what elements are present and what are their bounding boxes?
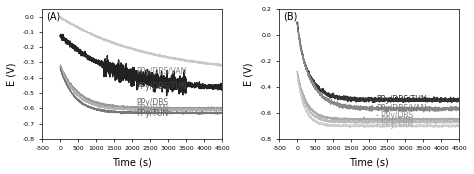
Text: - PPy/DBS: - PPy/DBS bbox=[376, 111, 414, 120]
Y-axis label: E (V): E (V) bbox=[244, 62, 254, 86]
Text: PPy/DBS: PPy/DBS bbox=[136, 98, 168, 107]
Text: PPy/DBS/VAN: PPy/DBS/VAN bbox=[136, 67, 186, 76]
Text: PPy/DBS/TUN: PPy/DBS/TUN bbox=[376, 95, 427, 104]
Y-axis label: E (V): E (V) bbox=[7, 62, 17, 86]
Text: - PPy/TUN: - PPy/TUN bbox=[376, 116, 414, 125]
Text: (B): (B) bbox=[283, 11, 297, 22]
Text: - PPy/VAN: - PPy/VAN bbox=[376, 120, 414, 129]
Text: PPy/TUN: PPy/TUN bbox=[136, 109, 168, 118]
X-axis label: Time (s): Time (s) bbox=[112, 157, 152, 167]
Text: PPy/VAN: PPy/VAN bbox=[136, 104, 168, 113]
Text: PPy/DBS/TUN: PPy/DBS/TUN bbox=[136, 82, 186, 91]
Text: PPy/DBS/VAN: PPy/DBS/VAN bbox=[376, 104, 427, 113]
X-axis label: Time (s): Time (s) bbox=[349, 157, 389, 167]
Text: (A): (A) bbox=[46, 11, 60, 22]
